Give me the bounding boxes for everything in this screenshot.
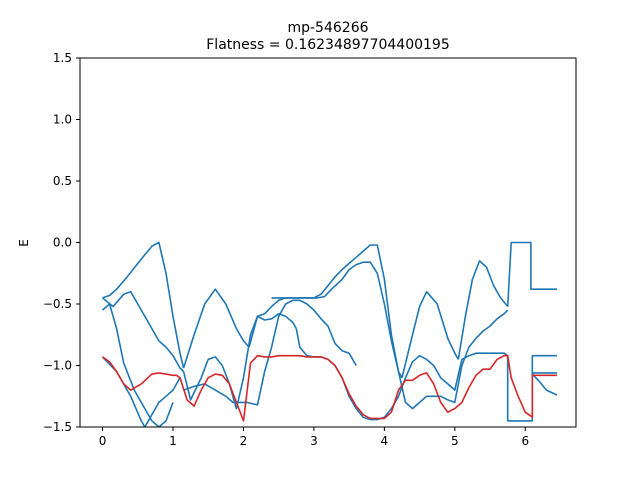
y-tick-label: 1.5 [53,51,72,65]
band-line-19 [102,354,557,422]
chart-subtitle: Flatness = 0.16234897704400195 [206,37,450,53]
band-line-10 [182,312,297,410]
band-line-6 [506,241,557,307]
band-line-8 [101,303,174,427]
y-tick-label: −1.5 [43,420,72,434]
band-line-16 [397,309,509,410]
band-line-13 [506,354,557,422]
series-layer [101,241,558,427]
x-tick-label: 3 [310,434,318,448]
band-line-17 [531,373,558,396]
band-line-4 [401,290,459,378]
band-line-5 [457,260,509,360]
y-tick-label: −1.0 [43,359,72,373]
x-tick-label: 6 [521,434,529,448]
y-tick-label: 0.5 [53,174,72,188]
band-line-15 [271,261,400,372]
y-axis: −1.5 −1.0 −0.5 0.0 0.5 1.0 1.5 [43,51,80,434]
y-axis-label: E [17,239,31,247]
band-line-1 [102,241,185,369]
y-tick-label: 1.0 [53,113,72,127]
band-line-3 [248,244,403,379]
x-tick-label: 0 [99,434,107,448]
x-tick-label: 5 [451,434,459,448]
band-line-14 [183,299,357,406]
x-tick-label: 4 [381,434,389,448]
x-tick-label: 1 [169,434,177,448]
band-line-12 [426,352,509,391]
chart-title: mp-546266 [287,20,368,36]
x-tick-label: 2 [240,434,248,448]
y-tick-label: −0.5 [43,297,72,311]
y-tick-label: 0.0 [53,236,72,250]
band-line-2 [182,288,250,369]
x-axis: 0 1 2 3 4 5 6 [99,427,529,448]
band-line-7 [101,290,185,373]
